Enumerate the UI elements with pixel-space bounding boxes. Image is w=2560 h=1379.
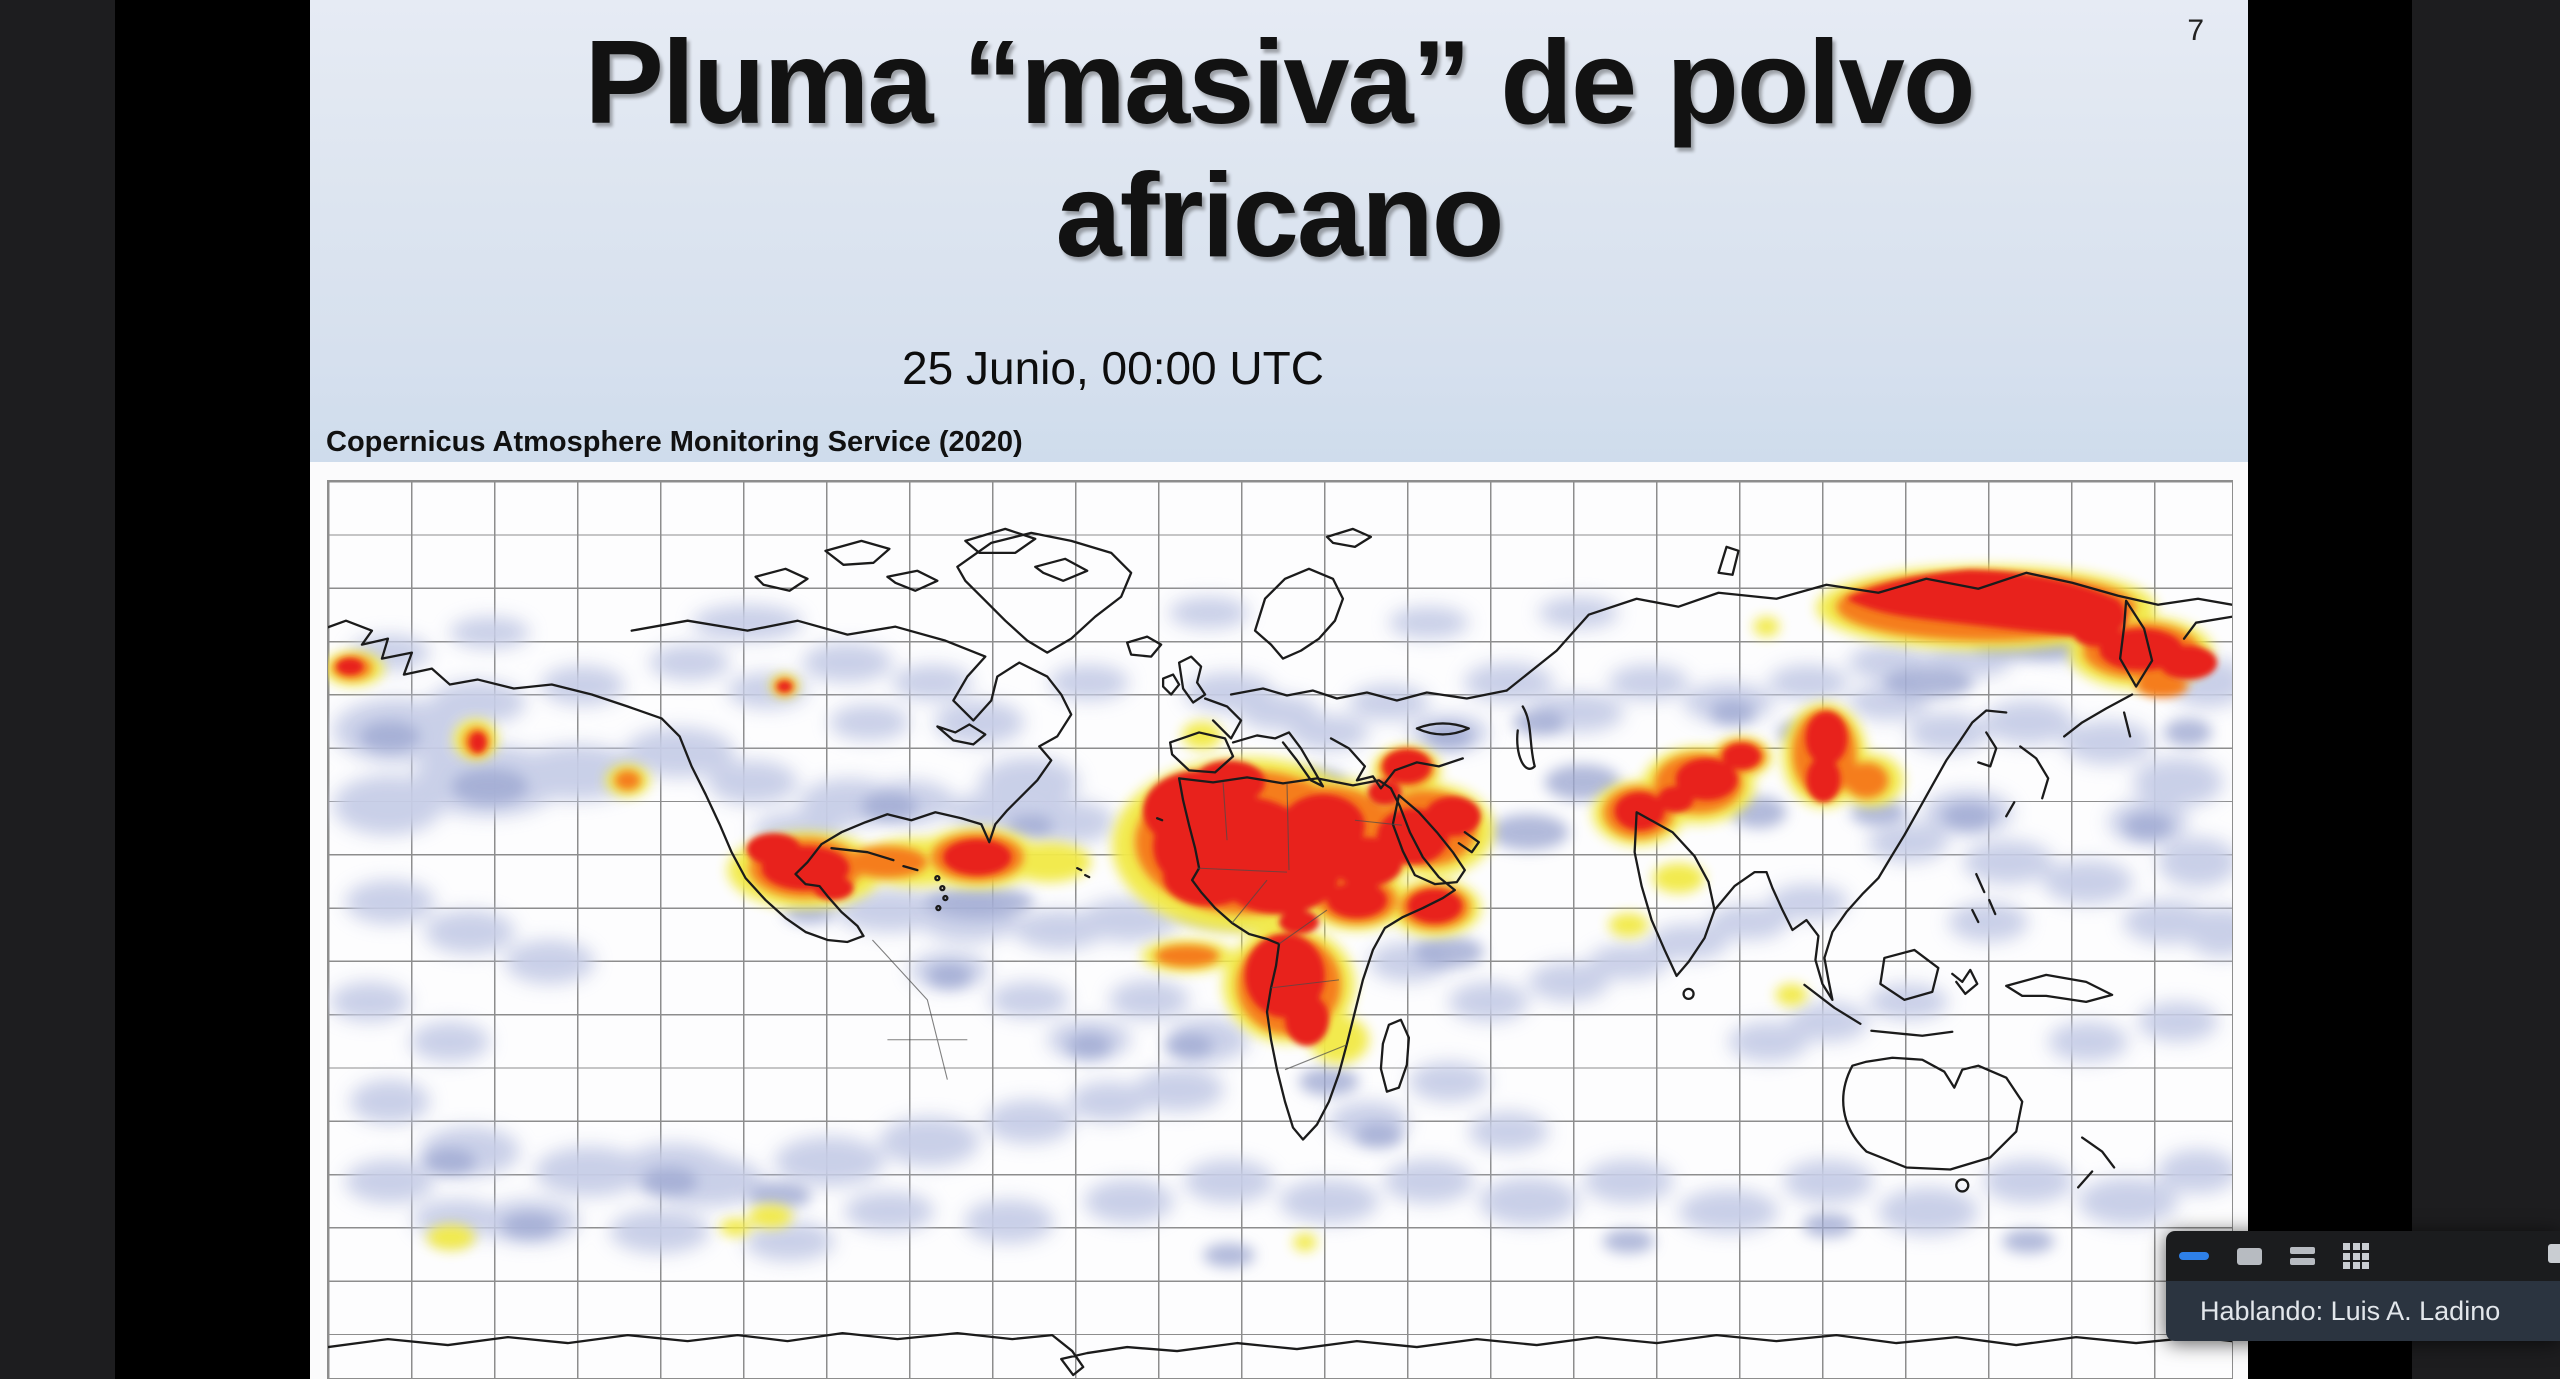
- slide-title-line2: africano: [1055, 149, 1505, 283]
- dust-map-graphic: [328, 527, 2232, 1377]
- slide-source-caption: Copernicus Atmosphere Monitoring Service…: [326, 426, 1023, 458]
- speaking-overlay: Hablando: Luis A. Ladino: [2166, 1231, 2560, 1341]
- slide-subtitle: 25 Junio, 00:00 UTC: [902, 341, 1324, 394]
- speaker-view-icon[interactable]: [2237, 1247, 2262, 1265]
- slide-title-line1: Pluma “masiva” de polvo: [584, 16, 1975, 149]
- dust-extreme-layer: [336, 569, 2218, 1046]
- grid-view-icon[interactable]: [2343, 1243, 2369, 1269]
- world-dust-map: [327, 480, 2233, 1379]
- letterbox-left: [0, 0, 115, 1379]
- overlay-toolbar: [2166, 1231, 2560, 1281]
- speaking-label: Hablando: Luis A. Ladino: [2166, 1281, 2560, 1341]
- partial-edge-icon[interactable]: [2548, 1244, 2560, 1263]
- coastlines: [328, 527, 2232, 1377]
- shared-slide: 7 Pluma “masiva” de polvo africano 25 Ju…: [310, 0, 2248, 1379]
- slide-page-number: 7: [2187, 14, 2204, 47]
- letterbox-right: [2412, 0, 2560, 1379]
- country-borders: [872, 782, 1402, 1080]
- map-sheet: [310, 462, 2248, 1379]
- minimize-icon[interactable]: [2179, 1252, 2209, 1260]
- gallery-strip-icon[interactable]: [2290, 1247, 2315, 1265]
- haze-medium-layer: [359, 624, 2213, 1268]
- slide-title: Pluma “masiva” de polvo africano: [310, 16, 2248, 283]
